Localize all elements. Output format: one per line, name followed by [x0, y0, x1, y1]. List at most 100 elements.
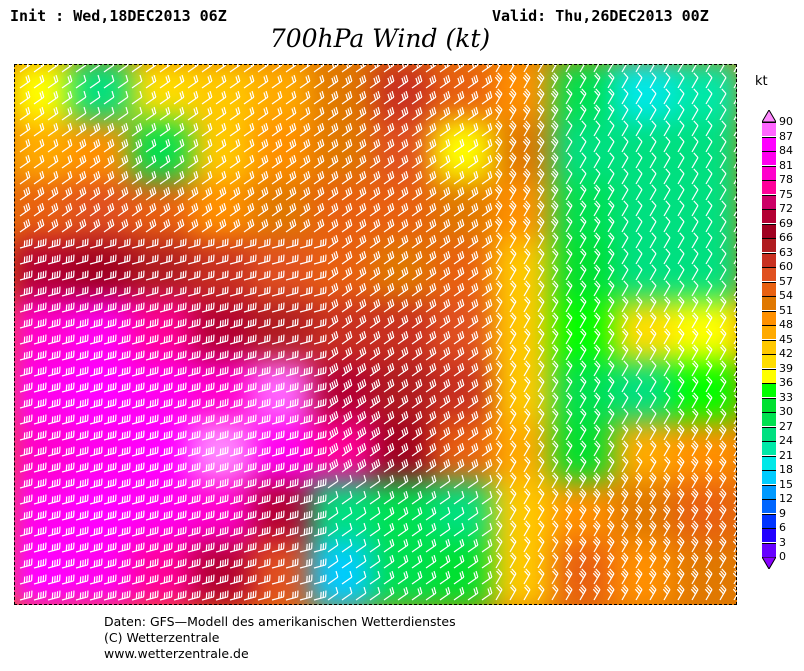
wind-barb: [494, 104, 503, 121]
wind-barb: [47, 90, 59, 105]
colorbar-band: [762, 296, 776, 310]
wind-barb: [341, 74, 353, 89]
wind-barb: [677, 72, 685, 89]
wind-barb: [565, 120, 573, 137]
wind-barb: [579, 64, 587, 73]
wind-barb: [355, 90, 367, 105]
wind-barb: [229, 74, 241, 89]
wind-barb: [508, 104, 517, 121]
wind-barb: [257, 106, 269, 121]
wind-barb: [117, 74, 129, 89]
colorbar-tick-label: 6: [779, 521, 786, 534]
colorbar-tick-label: 54: [779, 289, 793, 302]
wind-barb: [508, 72, 517, 89]
colorbar-band: [762, 368, 776, 383]
wind-barb: [187, 74, 199, 89]
colorbar-band: [762, 165, 776, 180]
wind-barb: [467, 122, 479, 137]
colorbar-tick-label: 15: [779, 477, 793, 491]
wind-barb: [131, 138, 143, 153]
wind-barb: [33, 90, 45, 105]
colorbar-band: [762, 383, 776, 397]
colorbar-band: [762, 470, 776, 484]
wind-barb: [425, 122, 437, 137]
colorbar-band: [762, 354, 776, 368]
wind-barb: [117, 106, 129, 121]
wind-barb: [383, 106, 395, 121]
wind-speed-cell: [672, 120, 737, 189]
colorbar-tick-label: 24: [779, 434, 793, 447]
wind-barb: [677, 104, 685, 121]
wind-barb: [75, 90, 87, 105]
wind-barb: [341, 106, 353, 121]
wind-speed-cell: [672, 64, 737, 129]
wind-barb: [285, 122, 297, 137]
wind-barb: [299, 106, 311, 121]
wind-barb: [173, 74, 185, 89]
wind-speed-cell: [552, 120, 621, 189]
wind-barb: [467, 90, 479, 105]
wind-barb: [579, 72, 587, 89]
wind-barb: [19, 74, 31, 89]
wind-barb: [355, 122, 367, 137]
wind-barb: [159, 122, 171, 137]
wind-barb: [33, 122, 45, 137]
wind-barb: [61, 74, 73, 89]
wind-barb: [649, 120, 657, 137]
footer-url[interactable]: www.wetterzentrale.de: [104, 646, 249, 661]
wind-barb: [33, 74, 45, 89]
colorbar-tick-label: 51: [779, 303, 793, 317]
wind-barb: [215, 74, 227, 89]
wind-barb: [355, 74, 367, 89]
colorbar-tick-label: 21: [779, 448, 793, 462]
colorbar-tick-label: 60: [779, 260, 793, 273]
wind-speed-cell: [311, 480, 380, 549]
colorbar-tick-label: 57: [779, 274, 793, 288]
wind-barb: [719, 120, 727, 137]
colorbar-tick-label: 42: [779, 347, 793, 360]
wind-barb: [439, 74, 451, 89]
wind-barb: [173, 106, 185, 121]
wind-barb: [593, 120, 601, 137]
wind-barb: [327, 90, 339, 105]
wind-barb: [550, 72, 559, 89]
wind-barb: [522, 64, 531, 73]
wind-barb: [383, 122, 395, 137]
wind-barb: [103, 122, 115, 137]
colorbar-tick-label: 63: [779, 245, 793, 259]
colorbar-tick-label: 75: [779, 187, 793, 201]
colorbar-band: [762, 455, 776, 470]
colorbar-band: [762, 267, 776, 281]
colorbar-tick-label: 0: [779, 550, 786, 563]
wind-barb: [187, 90, 199, 105]
wind-barb: [285, 74, 297, 89]
wind-barb: [173, 122, 185, 137]
wind-barb: [565, 104, 573, 121]
colorbar-band: [762, 281, 776, 296]
wind-barb: [649, 104, 657, 121]
colorbar-band: [762, 180, 776, 194]
wind-barb: [621, 104, 629, 121]
wind-barb: [61, 138, 73, 153]
wind-barb: [271, 122, 283, 137]
wind-barb: [75, 106, 87, 121]
wind-barb: [467, 106, 479, 121]
wind-barb: [327, 106, 339, 121]
wind-barb: [579, 120, 587, 137]
colorbar-band: [762, 223, 776, 238]
wind-speed-cell: [251, 540, 320, 605]
wind-barb: [313, 106, 325, 121]
wind-barb: [313, 74, 325, 89]
wind-barbs: [19, 64, 737, 601]
wind-barb: [607, 72, 615, 89]
wind-barb: [369, 74, 381, 89]
valid-time: Valid: Thu,26DEC2013 00Z: [492, 7, 709, 25]
wind-barb: [201, 74, 213, 89]
wind-barb: [508, 88, 517, 105]
wind-barb: [61, 106, 73, 121]
wind-barb: [341, 90, 353, 105]
wind-barb: [621, 72, 629, 89]
wind-barb: [201, 138, 213, 153]
wind-barb: [677, 64, 685, 73]
wind-speed-cell: [371, 300, 440, 369]
